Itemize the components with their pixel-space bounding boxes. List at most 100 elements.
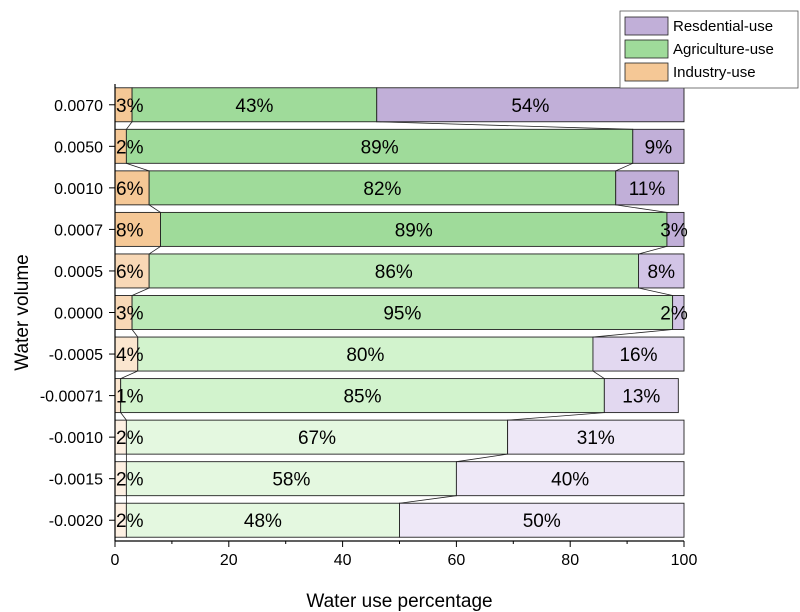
legend-swatch-industry-use	[624, 62, 669, 82]
x-axis-title: Water use percentage	[306, 591, 492, 612]
connector-line	[131, 329, 139, 338]
bar-resdential-use-7	[603, 378, 679, 414]
data-label-resdential-use: 31%	[577, 428, 615, 449]
data-label-resdential-use: 50%	[523, 511, 561, 532]
connector-line	[131, 287, 150, 296]
x-tick-label: 60	[448, 552, 466, 569]
bar-resdential-use-0	[376, 87, 685, 123]
data-label-agriculture-use: 67%	[298, 428, 336, 449]
bar-industry-use-2	[114, 170, 150, 206]
data-label-industry-use: 2%	[116, 137, 144, 158]
data-label-agriculture-use: 95%	[383, 304, 421, 325]
data-label-resdential-use: 3%	[660, 220, 688, 241]
connector-line	[615, 204, 667, 213]
data-label-resdential-use: 8%	[648, 262, 676, 283]
legend-swatch-agriculture-use	[624, 39, 669, 59]
bar-agriculture-use-0	[131, 87, 378, 123]
bar-resdential-use-1	[632, 128, 685, 164]
connector-line	[507, 412, 605, 421]
bar-agriculture-use-10	[125, 502, 400, 538]
data-label-industry-use: 3%	[116, 304, 144, 325]
connector-line	[615, 162, 633, 172]
bar-agriculture-use-1	[125, 128, 634, 164]
data-label-industry-use: 6%	[116, 179, 144, 200]
y-tick-label: 0.0005	[54, 264, 103, 281]
data-label-resdential-use: 11%	[629, 179, 666, 200]
data-label-industry-use: 1%	[116, 387, 144, 408]
bar-resdential-use-5	[672, 295, 685, 330]
connector-line	[638, 246, 668, 255]
bar-agriculture-use-4	[148, 253, 639, 289]
connector-line	[148, 246, 161, 255]
connector-line	[120, 370, 138, 379]
bar-agriculture-use-8	[125, 419, 509, 455]
bar-agriculture-use-7	[120, 378, 605, 414]
data-label-resdential-use: 16%	[619, 345, 657, 366]
bar-agriculture-use-2	[148, 170, 617, 206]
y-tick-label: 0.0010	[54, 181, 103, 198]
bar-agriculture-use-3	[160, 211, 668, 247]
bar-resdential-use-4	[638, 253, 685, 289]
x-tick-label: 20	[220, 552, 238, 569]
x-tick-label: 100	[671, 552, 698, 569]
data-label-agriculture-use: 85%	[343, 387, 381, 408]
axes-layer: 0 20 40 60 80 100 0.0070 0.0050 0.0010 0.0007 0.00…	[40, 84, 698, 569]
y-tick-label: -0.0005	[49, 347, 103, 364]
connector-line	[376, 121, 633, 130]
data-label-industry-use: 3%	[116, 96, 144, 117]
y-tick-label: -0.0015	[49, 472, 103, 489]
bars-layer	[114, 87, 685, 538]
legend-label-industry-use: Industry-use	[673, 64, 756, 81]
bar-agriculture-use-9	[125, 461, 457, 497]
data-label-agriculture-use: 82%	[363, 179, 401, 200]
x-tick-label: 80	[561, 552, 579, 569]
data-label-agriculture-use: 58%	[272, 470, 310, 491]
data-label-resdential-use: 40%	[551, 470, 589, 491]
connector-lines	[120, 121, 673, 504]
legend-label-agriculture-use: Agriculture-use	[673, 41, 774, 58]
connector-line	[592, 370, 605, 379]
legend-swatch-resdential-use	[624, 16, 669, 36]
data-label-industry-use: 8%	[116, 220, 144, 241]
connector-line	[456, 453, 508, 463]
y-tick-label: -0.0010	[49, 430, 103, 447]
y-tick-label: 0.0050	[54, 139, 103, 156]
data-label-resdential-use: 9%	[645, 137, 673, 158]
bar-resdential-use-2	[615, 170, 679, 206]
data-label-agriculture-use: 80%	[346, 345, 384, 366]
bar-industry-use-3	[114, 211, 161, 247]
legend: Resdential-use Agriculture-use Industry-us…	[619, 10, 799, 89]
data-label-resdential-use: 54%	[511, 96, 549, 117]
x-tick-label: 0	[111, 552, 120, 569]
y-tick-label: 0.0007	[54, 222, 103, 239]
bar-resdential-use-10	[399, 502, 685, 538]
y-tick-label: -0.0020	[49, 513, 103, 530]
bar-resdential-use-8	[507, 419, 685, 455]
data-label-resdential-use: 13%	[622, 387, 660, 408]
bar-resdential-use-6	[592, 336, 685, 372]
data-label-agriculture-use: 89%	[361, 137, 399, 158]
data-label-industry-use: 6%	[116, 262, 144, 283]
data-label-agriculture-use: 43%	[235, 96, 273, 117]
data-label-agriculture-use: 86%	[375, 262, 413, 283]
data-label-industry-use: 4%	[116, 345, 144, 366]
bar-resdential-use-3	[666, 211, 685, 247]
y-axis-title: Water volume	[12, 254, 33, 371]
connector-line	[638, 287, 673, 296]
connector-line	[148, 204, 161, 213]
connector-line	[120, 412, 127, 421]
data-label-resdential-use: 2%	[660, 304, 688, 325]
data-label-agriculture-use: 89%	[395, 220, 433, 241]
y-tick-label: 0.0070	[54, 98, 103, 115]
data-labels-layer: 3% 43% 54% 2% 89% 9% 6% 82% 11% 8% 89% 3% 6% 86% 8% 3% 9…	[116, 96, 688, 532]
bar-industry-use-4	[114, 253, 150, 289]
connector-line	[126, 162, 150, 172]
connector-line	[399, 495, 457, 504]
y-tick-label: -0.00071	[40, 389, 103, 406]
connector-line	[592, 329, 673, 338]
bar-resdential-use-9	[455, 461, 685, 497]
data-label-industry-use: 2%	[116, 511, 144, 532]
data-label-industry-use: 2%	[116, 470, 144, 491]
bar-agriculture-use-6	[137, 336, 594, 372]
